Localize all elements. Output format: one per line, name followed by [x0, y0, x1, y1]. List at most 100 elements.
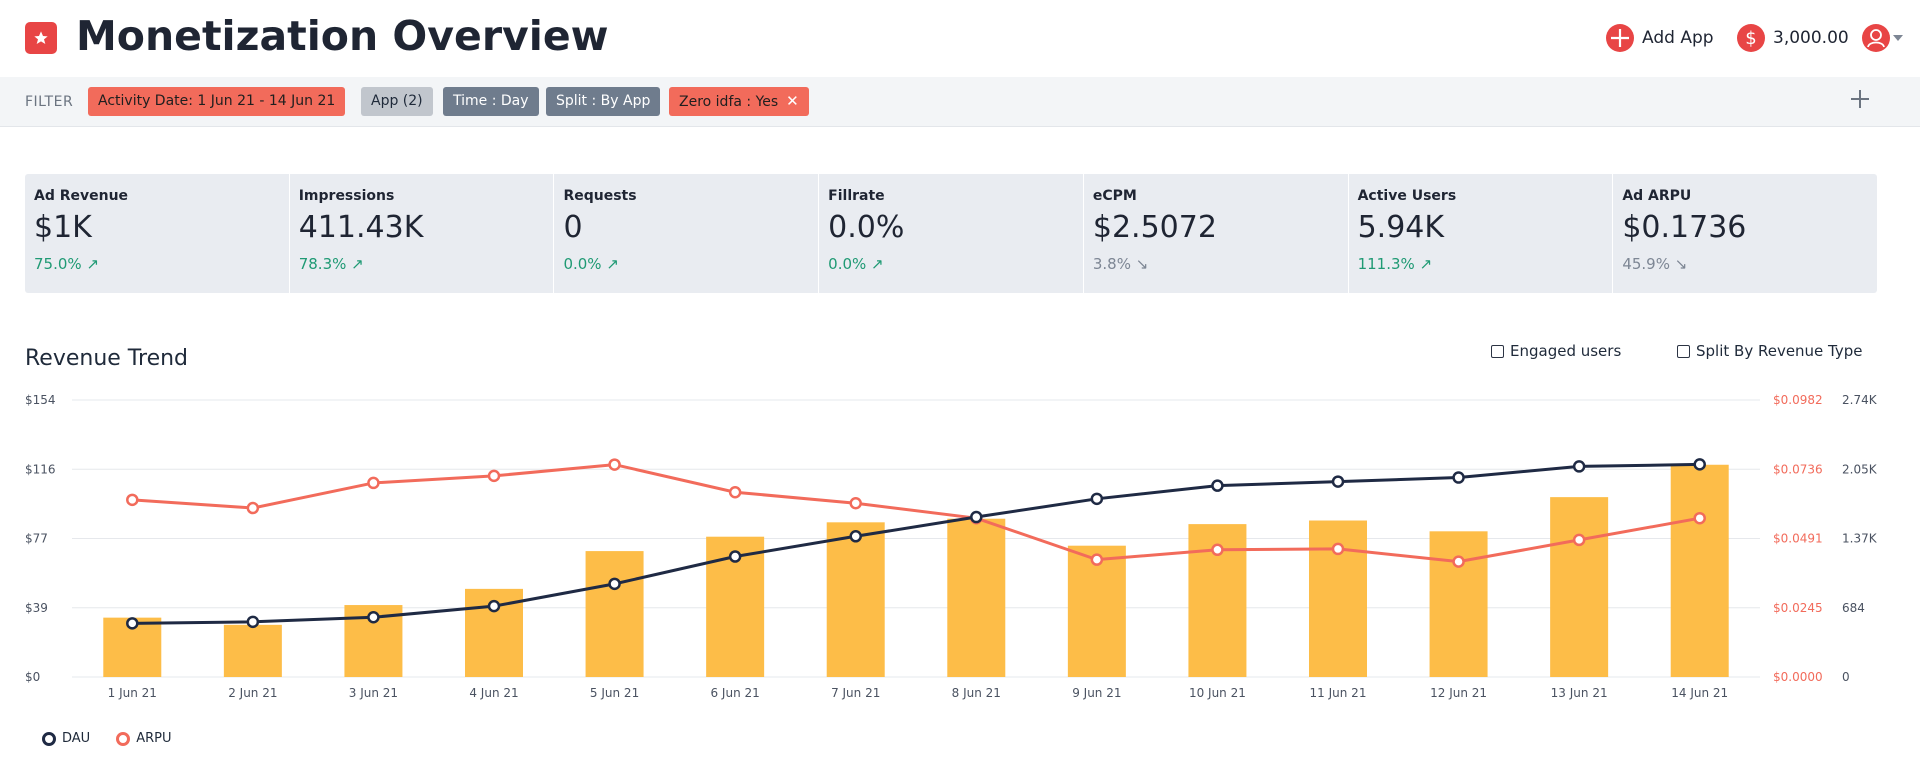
header: Monetization Overview Add App $ 3,000.00	[0, 0, 1920, 77]
kpi-ad-arpu[interactable]: Ad ARPU $0.1736 45.9% ↘	[1613, 174, 1877, 293]
wallet-balance[interactable]: $ 3,000.00	[1737, 24, 1849, 52]
dau-point	[126, 617, 139, 630]
arrow-down-right-icon: ↘	[1674, 255, 1688, 273]
dau-point	[1331, 475, 1345, 488]
arpu-point	[1572, 533, 1586, 547]
kpi-value: 411.43K	[298, 210, 424, 245]
legend-marker-arpu	[116, 731, 131, 746]
user-avatar-icon	[1862, 24, 1890, 52]
arpu-point	[367, 476, 380, 490]
dau-point	[1693, 458, 1706, 471]
x-tick-label: 13 Jun 21	[1551, 686, 1608, 700]
checkbox-icon	[1677, 344, 1690, 358]
filter-chip-activity-date[interactable]: Activity Date: 1 Jun 21 - 14 Jun 21	[88, 87, 346, 116]
kpi-active-users[interactable]: Active Users 5.94K 111.3% ↗	[1349, 174, 1614, 293]
arpu-point	[1452, 555, 1465, 568]
revenue-bar	[1429, 531, 1488, 677]
filter-label: FILTER	[25, 94, 74, 110]
revenue-bar	[947, 518, 1006, 677]
dau-point	[1452, 471, 1465, 484]
chevron-down-icon	[1893, 35, 1903, 41]
kpi-value: 0.0%	[828, 210, 905, 245]
x-tick-label: 8 Jun 21	[952, 686, 1001, 700]
filter-chip-app[interactable]: App (2)	[361, 87, 433, 116]
x-tick-label: 6 Jun 21	[710, 686, 759, 700]
kpi-delta: 75.0% ↗	[34, 255, 280, 273]
y-dau-tick-label: 2.05K	[1842, 462, 1878, 476]
split-by-revenue-type-checkbox[interactable]: Split By Revenue Type	[1677, 342, 1863, 360]
dau-point	[728, 550, 742, 563]
arpu-point	[1211, 543, 1224, 557]
kpi-ecpm[interactable]: eCPM $2.5072 3.8% ↘	[1084, 174, 1349, 293]
arpu-point	[728, 485, 742, 499]
filter-chip-zero-idfa[interactable]: Zero idfa : Yes ✕	[669, 87, 809, 116]
add-filter-plus-icon[interactable]	[1848, 87, 1872, 111]
y-dau-tick-label: 0	[1842, 670, 1850, 684]
legend-item-arpu[interactable]: ARPU	[116, 731, 171, 746]
arpu-point	[246, 501, 260, 515]
kpi-impressions[interactable]: Impressions 411.43K 78.3% ↗	[290, 174, 555, 293]
dau-point	[1211, 479, 1224, 492]
kpi-delta: 0.0% ↗	[828, 255, 1074, 273]
kpi-label: Ad ARPU	[1622, 188, 1692, 204]
y-arpu-tick-label: $0.0736	[1773, 462, 1823, 476]
user-menu[interactable]	[1862, 24, 1903, 52]
app-logo[interactable]	[25, 22, 57, 54]
filter-chip-split[interactable]: Split : By App	[546, 87, 661, 116]
plus-circle-icon	[1606, 24, 1634, 52]
arrow-up-right-icon: ↗	[351, 255, 364, 273]
x-tick-label: 5 Jun 21	[590, 686, 639, 700]
dau-point	[1572, 460, 1586, 473]
arrow-up-right-icon: ↗	[1419, 255, 1433, 273]
filter-chip-time[interactable]: Time : Day	[443, 87, 539, 116]
arpu-series-line	[132, 463, 1700, 564]
legend-label-arpu: ARPU	[136, 731, 172, 746]
kpi-delta-value: 111.3%	[1357, 255, 1415, 273]
dau-point	[1090, 492, 1104, 506]
engaged-users-checkbox[interactable]: Engaged users	[1491, 342, 1621, 360]
x-tick-label: 7 Jun 21	[831, 686, 880, 700]
arpu-point	[1090, 553, 1104, 566]
kpi-fillrate[interactable]: Fillrate 0.0% 0.0% ↗	[819, 174, 1084, 293]
kpi-value: $2.5072	[1092, 210, 1217, 245]
y-dau-tick-label: 1.37K	[1842, 532, 1878, 546]
revenue-trend-chart: $0 $0.0000 0 $39 $0.0245 684 $77 $0.0491 1.37K $1…	[25, 393, 1878, 700]
star-icon	[34, 31, 48, 44]
y-dau-tick-label: 684	[1842, 601, 1865, 615]
arpu-point	[1331, 542, 1345, 556]
dau-point	[608, 577, 621, 591]
kpi-delta: 3.8% ↘	[1093, 255, 1339, 273]
dau-point	[849, 530, 862, 543]
close-icon[interactable]: ✕	[786, 92, 799, 110]
kpi-ad-revenue[interactable]: Ad Revenue $1K 75.0% ↗	[25, 174, 290, 293]
kpi-requests[interactable]: Requests 0 0.0% ↗	[554, 174, 820, 293]
dau-series-line	[132, 462, 1700, 625]
dau-point	[487, 599, 501, 613]
filter-bar: FILTER Activity Date: 1 Jun 21 - 14 Jun …	[0, 77, 1920, 127]
arrow-up-right-icon: ↗	[606, 255, 619, 273]
revenue-bar	[1550, 497, 1609, 677]
x-tick-label: 2 Jun 21	[228, 686, 277, 700]
arrow-up-right-icon: ↗	[86, 255, 100, 273]
x-tick-label: 9 Jun 21	[1072, 686, 1121, 700]
balance-value: 3,000.00	[1773, 28, 1849, 48]
y-left-tick-label: $0	[25, 670, 40, 684]
x-tick-label: 10 Jun 21	[1189, 686, 1246, 700]
dau-point	[367, 611, 380, 624]
x-tick-label: 4 Jun 21	[469, 686, 518, 700]
kpi-value: 0	[563, 210, 583, 245]
y-left-tick-label: $154	[25, 393, 56, 407]
arpu-point	[126, 493, 139, 507]
svg-text:$: $	[1745, 28, 1756, 49]
y-arpu-tick-label: $0.0491	[1773, 532, 1823, 546]
kpi-label: eCPM	[1092, 188, 1137, 204]
x-tick-label: 1 Jun 21	[108, 686, 157, 700]
kpi-delta: 45.9% ↘	[1622, 255, 1868, 273]
kpi-delta-value: 3.8%	[1092, 255, 1131, 273]
kpi-label: Active Users	[1357, 188, 1457, 204]
kpi-label: Impressions	[298, 188, 395, 204]
add-app-button[interactable]: Add App	[1606, 24, 1714, 52]
y-dau-tick-label: 2.74K	[1842, 393, 1878, 407]
legend-item-dau[interactable]: DAU	[42, 731, 90, 746]
chart-legend: DAU ARPU	[42, 731, 197, 746]
